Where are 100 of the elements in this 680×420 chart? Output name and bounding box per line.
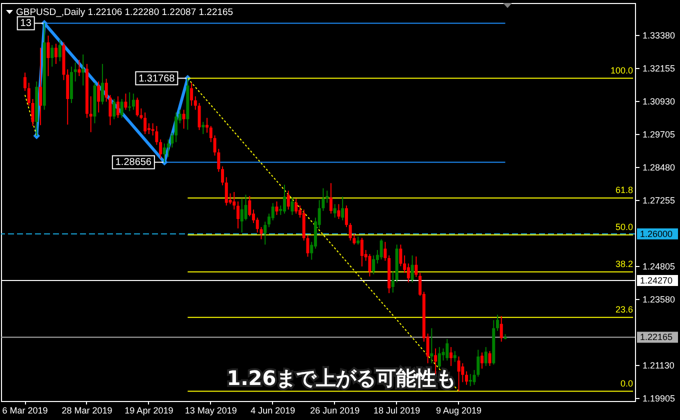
candlestick bbox=[50, 44, 54, 68]
candlestick bbox=[78, 59, 81, 77]
candlestick bbox=[116, 96, 120, 118]
candlestick bbox=[82, 54, 85, 86]
candlestick bbox=[190, 82, 194, 106]
candlestick bbox=[360, 237, 364, 267]
candlestick bbox=[58, 39, 62, 62]
candlestick bbox=[162, 142, 166, 163]
candlestick bbox=[275, 200, 278, 216]
candlestick bbox=[244, 194, 248, 221]
candlestick bbox=[256, 217, 259, 233]
candlestick bbox=[410, 254, 414, 283]
candlestick bbox=[430, 328, 434, 364]
candlestick bbox=[132, 93, 135, 110]
y-tick-label: 1.32155 bbox=[642, 63, 676, 74]
candlestick bbox=[120, 98, 124, 118]
candlestick bbox=[457, 356, 460, 392]
ref-line-label: 1.26000 bbox=[640, 228, 673, 239]
chart-title: GBPUSD_,Daily 1.22106 1.22280 1.22087 1.22165 bbox=[16, 7, 234, 18]
candlestick bbox=[248, 196, 252, 217]
candlestick bbox=[194, 96, 197, 110]
candlestick bbox=[206, 117, 209, 134]
x-tick-label: 13 May 2019 bbox=[184, 406, 237, 416]
y-tick-label: 1.21130 bbox=[642, 360, 674, 371]
candlestick bbox=[100, 63, 104, 105]
y-tick-label: 1.29705 bbox=[642, 129, 676, 140]
candlestick bbox=[24, 72, 26, 92]
candlestick bbox=[368, 254, 372, 277]
series-label: 23.6 bbox=[616, 304, 634, 314]
candlestick bbox=[329, 182, 332, 214]
candlestick bbox=[155, 125, 158, 146]
candlestick bbox=[209, 125, 212, 143]
candlestick bbox=[500, 316, 503, 342]
annotation: 1.26まで上がる可能性も bbox=[226, 366, 456, 390]
candlestick bbox=[128, 92, 132, 112]
ref-line-label: 1.22165 bbox=[640, 332, 673, 342]
candlestick bbox=[380, 238, 383, 260]
series-label: 61.8 bbox=[616, 184, 634, 195]
candlestick bbox=[294, 198, 298, 214]
candlestick bbox=[326, 190, 329, 204]
candlestick bbox=[438, 346, 441, 370]
candlestick bbox=[406, 262, 410, 283]
candlestick bbox=[46, 35, 50, 77]
candlestick bbox=[286, 190, 290, 210]
candlestick bbox=[290, 196, 294, 216]
x-tick-label: 9 Aug 2019 bbox=[436, 406, 482, 416]
candlestick bbox=[372, 254, 376, 275]
x-tick-label: 6 Mar 2019 bbox=[2, 406, 48, 416]
candlestick bbox=[384, 241, 387, 262]
candlestick bbox=[414, 256, 418, 278]
candlestick bbox=[202, 121, 205, 135]
y-tick-label: 1.30930 bbox=[642, 96, 676, 106]
candlestick bbox=[112, 98, 116, 120]
annotation: 13 bbox=[20, 18, 32, 30]
candlestick bbox=[468, 374, 472, 387]
candlestick bbox=[198, 102, 201, 131]
candlestick bbox=[224, 176, 228, 206]
candlestick bbox=[124, 93, 128, 110]
x-tick-label: 4 Jun 2019 bbox=[250, 406, 296, 416]
y-tick-label: 1.23580 bbox=[642, 294, 676, 305]
candlestick bbox=[144, 112, 147, 135]
x-tick-label: 26 Jun 2019 bbox=[310, 406, 360, 416]
candlestick bbox=[232, 192, 236, 210]
candlestick bbox=[453, 350, 456, 362]
candlestick bbox=[97, 80, 100, 113]
y-tick-label: 1.28480 bbox=[642, 162, 676, 172]
candlestick bbox=[341, 196, 344, 221]
candlestick bbox=[236, 200, 240, 229]
candlestick bbox=[74, 62, 77, 82]
candlestick bbox=[348, 222, 352, 242]
ref-line-label: 1.24270 bbox=[640, 275, 673, 286]
series-label: 50.0 bbox=[616, 222, 634, 232]
candlestick bbox=[240, 198, 244, 233]
candlestick bbox=[450, 346, 453, 366]
candlestick bbox=[89, 96, 92, 133]
y-tick-label: 1.24805 bbox=[642, 262, 676, 272]
candlestick bbox=[333, 204, 336, 218]
candlestick bbox=[271, 202, 274, 221]
candlestick bbox=[484, 346, 488, 366]
candlestick bbox=[136, 97, 139, 118]
y-tick-label: 1.27255 bbox=[642, 195, 676, 206]
candlestick bbox=[337, 204, 340, 220]
candlestick bbox=[465, 370, 468, 386]
candlestick bbox=[260, 226, 263, 240]
candlestick bbox=[391, 271, 394, 294]
candlestick bbox=[282, 184, 286, 214]
x-tick-label: 19 Apr 2019 bbox=[124, 406, 174, 416]
candlestick bbox=[174, 112, 178, 143]
candlestick bbox=[496, 314, 500, 332]
x-tick-label: 18 Jul 2019 bbox=[374, 406, 420, 416]
candlestick bbox=[446, 338, 449, 362]
candlestick bbox=[221, 166, 224, 186]
candlestick bbox=[54, 43, 58, 64]
y-tick-label: 1.33380 bbox=[642, 30, 676, 40]
series-label: 38.2 bbox=[616, 258, 634, 269]
y-tick-label: 1.19905 bbox=[642, 394, 676, 404]
x-tick-label: 28 Mar 2019 bbox=[62, 406, 112, 416]
candlestick bbox=[344, 205, 348, 228]
candlestick bbox=[480, 352, 484, 370]
candlestick bbox=[182, 109, 186, 130]
